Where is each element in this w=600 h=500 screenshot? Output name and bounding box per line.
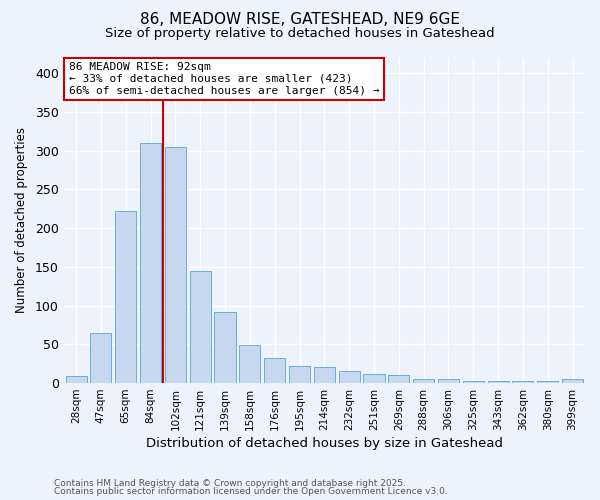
X-axis label: Distribution of detached houses by size in Gateshead: Distribution of detached houses by size … (146, 437, 503, 450)
Bar (314, 367, 335, 383)
Bar (488, 380, 509, 383)
Bar (438, 379, 459, 383)
Bar (140, 143, 161, 383)
Text: 86 MEADOW RISE: 92sqm
← 33% of detached houses are smaller (423)
66% of semi-det: 86 MEADOW RISE: 92sqm ← 33% of detached … (69, 62, 379, 96)
Bar (413, 379, 434, 383)
Bar (388, 376, 409, 383)
Bar (165, 146, 186, 383)
Text: Contains HM Land Registry data © Crown copyright and database right 2025.: Contains HM Land Registry data © Crown c… (54, 478, 406, 488)
Bar (91, 332, 112, 383)
Text: 86, MEADOW RISE, GATESHEAD, NE9 6GE: 86, MEADOW RISE, GATESHEAD, NE9 6GE (140, 12, 460, 28)
Bar (264, 358, 285, 383)
Bar (562, 379, 583, 383)
Bar (338, 372, 360, 383)
Text: Size of property relative to detached houses in Gateshead: Size of property relative to detached ho… (105, 28, 495, 40)
Bar (463, 380, 484, 383)
Bar (239, 345, 260, 383)
Bar (289, 366, 310, 383)
Bar (537, 380, 559, 383)
Y-axis label: Number of detached properties: Number of detached properties (15, 128, 28, 314)
Bar (512, 380, 533, 383)
Bar (364, 374, 385, 383)
Bar (65, 376, 86, 383)
Bar (214, 312, 236, 383)
Bar (190, 270, 211, 383)
Text: Contains public sector information licensed under the Open Government Licence v3: Contains public sector information licen… (54, 487, 448, 496)
Bar (115, 211, 136, 383)
